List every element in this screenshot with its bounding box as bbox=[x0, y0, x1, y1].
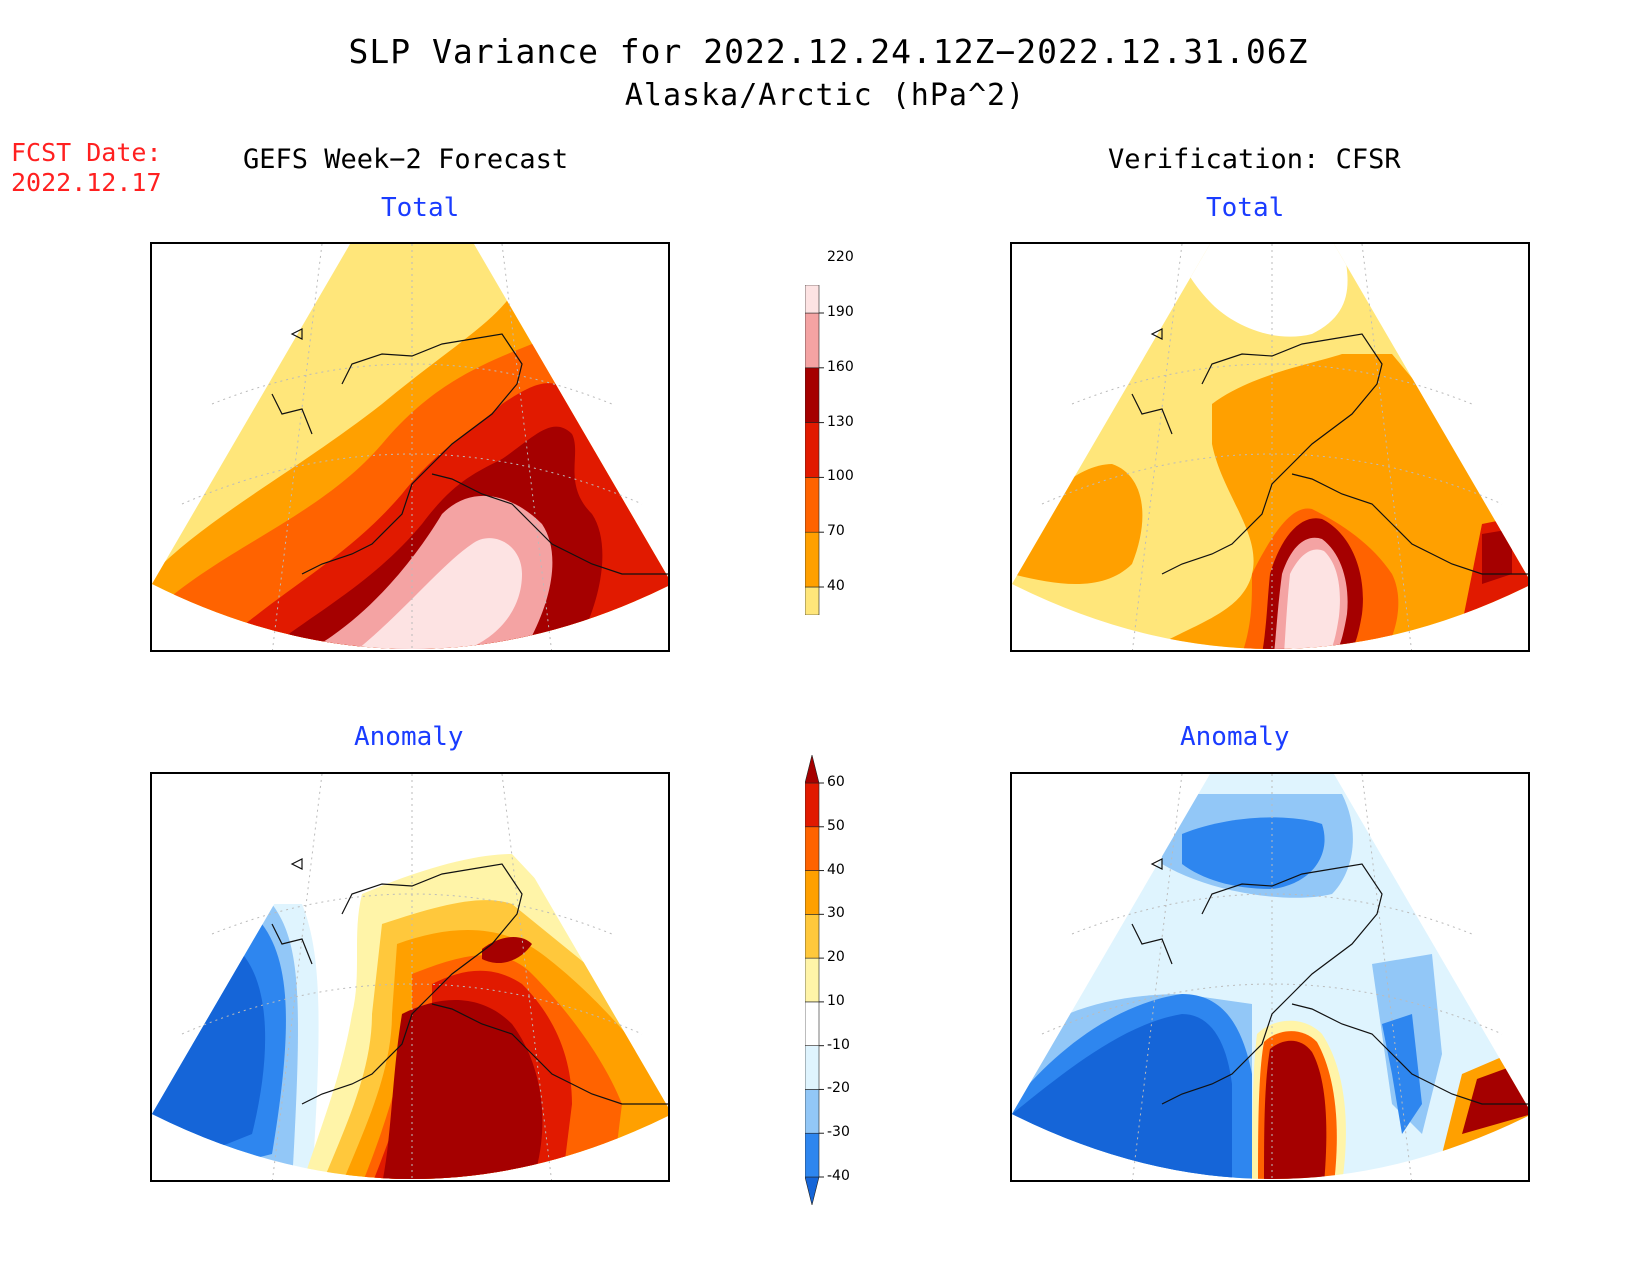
verification-column-heading: Verification: CFSR bbox=[1108, 144, 1401, 175]
forecast-anomaly-title: Anomaly bbox=[354, 722, 464, 752]
verification-anomaly-map bbox=[1010, 772, 1530, 1182]
anomaly-colorbar-label: -30 bbox=[827, 1124, 850, 1141]
anomaly-colorbar-bin-1 bbox=[805, 1132, 820, 1178]
anomaly-colorbar-bin-8 bbox=[805, 826, 820, 871]
forecast-date-value: 2022.12.17 bbox=[11, 168, 162, 197]
anomaly-colorbar-label: 20 bbox=[827, 949, 845, 966]
anomaly-colorbar-bin-10 bbox=[805, 755, 820, 784]
figure-subtitle: Alaska/Arctic (hPa^2) bbox=[624, 78, 1026, 113]
forecast-total-title: Total bbox=[381, 193, 460, 223]
total-colorbar-bin-2 bbox=[805, 477, 820, 533]
total-colorbar-label: 100 bbox=[827, 468, 854, 485]
anomaly-colorbar-bin-6 bbox=[805, 914, 820, 959]
anomaly-colorbar-bin-0 bbox=[805, 1176, 820, 1205]
forecast-column-heading: GEFS Week−2 Forecast bbox=[243, 144, 569, 175]
figure-title: SLP Variance for 2022.12.24.12Z−2022.12.… bbox=[348, 32, 1309, 71]
verification-total-map bbox=[1010, 242, 1530, 652]
total-colorbar-bin-5 bbox=[805, 312, 820, 369]
anomaly-colorbar-label: 40 bbox=[827, 861, 845, 878]
total-colorbar-label: 160 bbox=[827, 358, 854, 375]
forecast-total-map bbox=[150, 242, 670, 652]
total-colorbar-label: 40 bbox=[827, 578, 845, 594]
total-colorbar: 40 70 100 130 160 190 220 bbox=[805, 249, 865, 615]
total-colorbar-bin-6 bbox=[805, 285, 820, 314]
total-colorbar-label: 70 bbox=[827, 523, 845, 540]
total-colorbar-bin-4 bbox=[805, 367, 820, 423]
total-colorbar-bin-1 bbox=[805, 531, 820, 588]
anomaly-colorbar-label: -40 bbox=[827, 1168, 850, 1184]
anomaly-colorbar-bin-5 bbox=[805, 957, 820, 1003]
forecast-anomaly-map bbox=[150, 772, 670, 1182]
anomaly-colorbar-label: 30 bbox=[827, 905, 845, 922]
forecast-date-block: FCST Date: 2022.12.17 bbox=[11, 138, 162, 198]
total-colorbar-bin-0 bbox=[805, 586, 820, 615]
anomaly-colorbar-label: -10 bbox=[827, 1036, 850, 1053]
anomaly-colorbar-bin-2 bbox=[805, 1089, 820, 1134]
anomaly-colorbar-label: 50 bbox=[827, 817, 845, 834]
verification-anomaly-title: Anomaly bbox=[1180, 722, 1290, 752]
total-colorbar-label: 220 bbox=[827, 249, 854, 266]
total-colorbar-bin-3 bbox=[805, 422, 820, 478]
anomaly-colorbar-bin-7 bbox=[805, 870, 820, 915]
anomaly-colorbar-swatches bbox=[805, 755, 824, 1205]
total-colorbar-swatches bbox=[805, 285, 824, 615]
anomaly-colorbar-label: 10 bbox=[827, 992, 845, 1009]
anomaly-colorbar-label: -20 bbox=[827, 1080, 850, 1097]
verification-total-title: Total bbox=[1206, 193, 1285, 223]
forecast-date-label: FCST Date: bbox=[11, 138, 162, 167]
anomaly-colorbar-bin-3 bbox=[805, 1045, 820, 1090]
anomaly-colorbar-bin-4 bbox=[805, 1001, 820, 1046]
anomaly-colorbar-bin-9 bbox=[805, 782, 820, 828]
total-colorbar-label: 130 bbox=[827, 413, 854, 430]
anomaly-colorbar-label: 60 bbox=[827, 774, 845, 790]
total-colorbar-label: 190 bbox=[827, 304, 854, 320]
anomaly-colorbar: -40 -30 -20 -10 10 20 30 40 50 60 bbox=[805, 755, 865, 1205]
